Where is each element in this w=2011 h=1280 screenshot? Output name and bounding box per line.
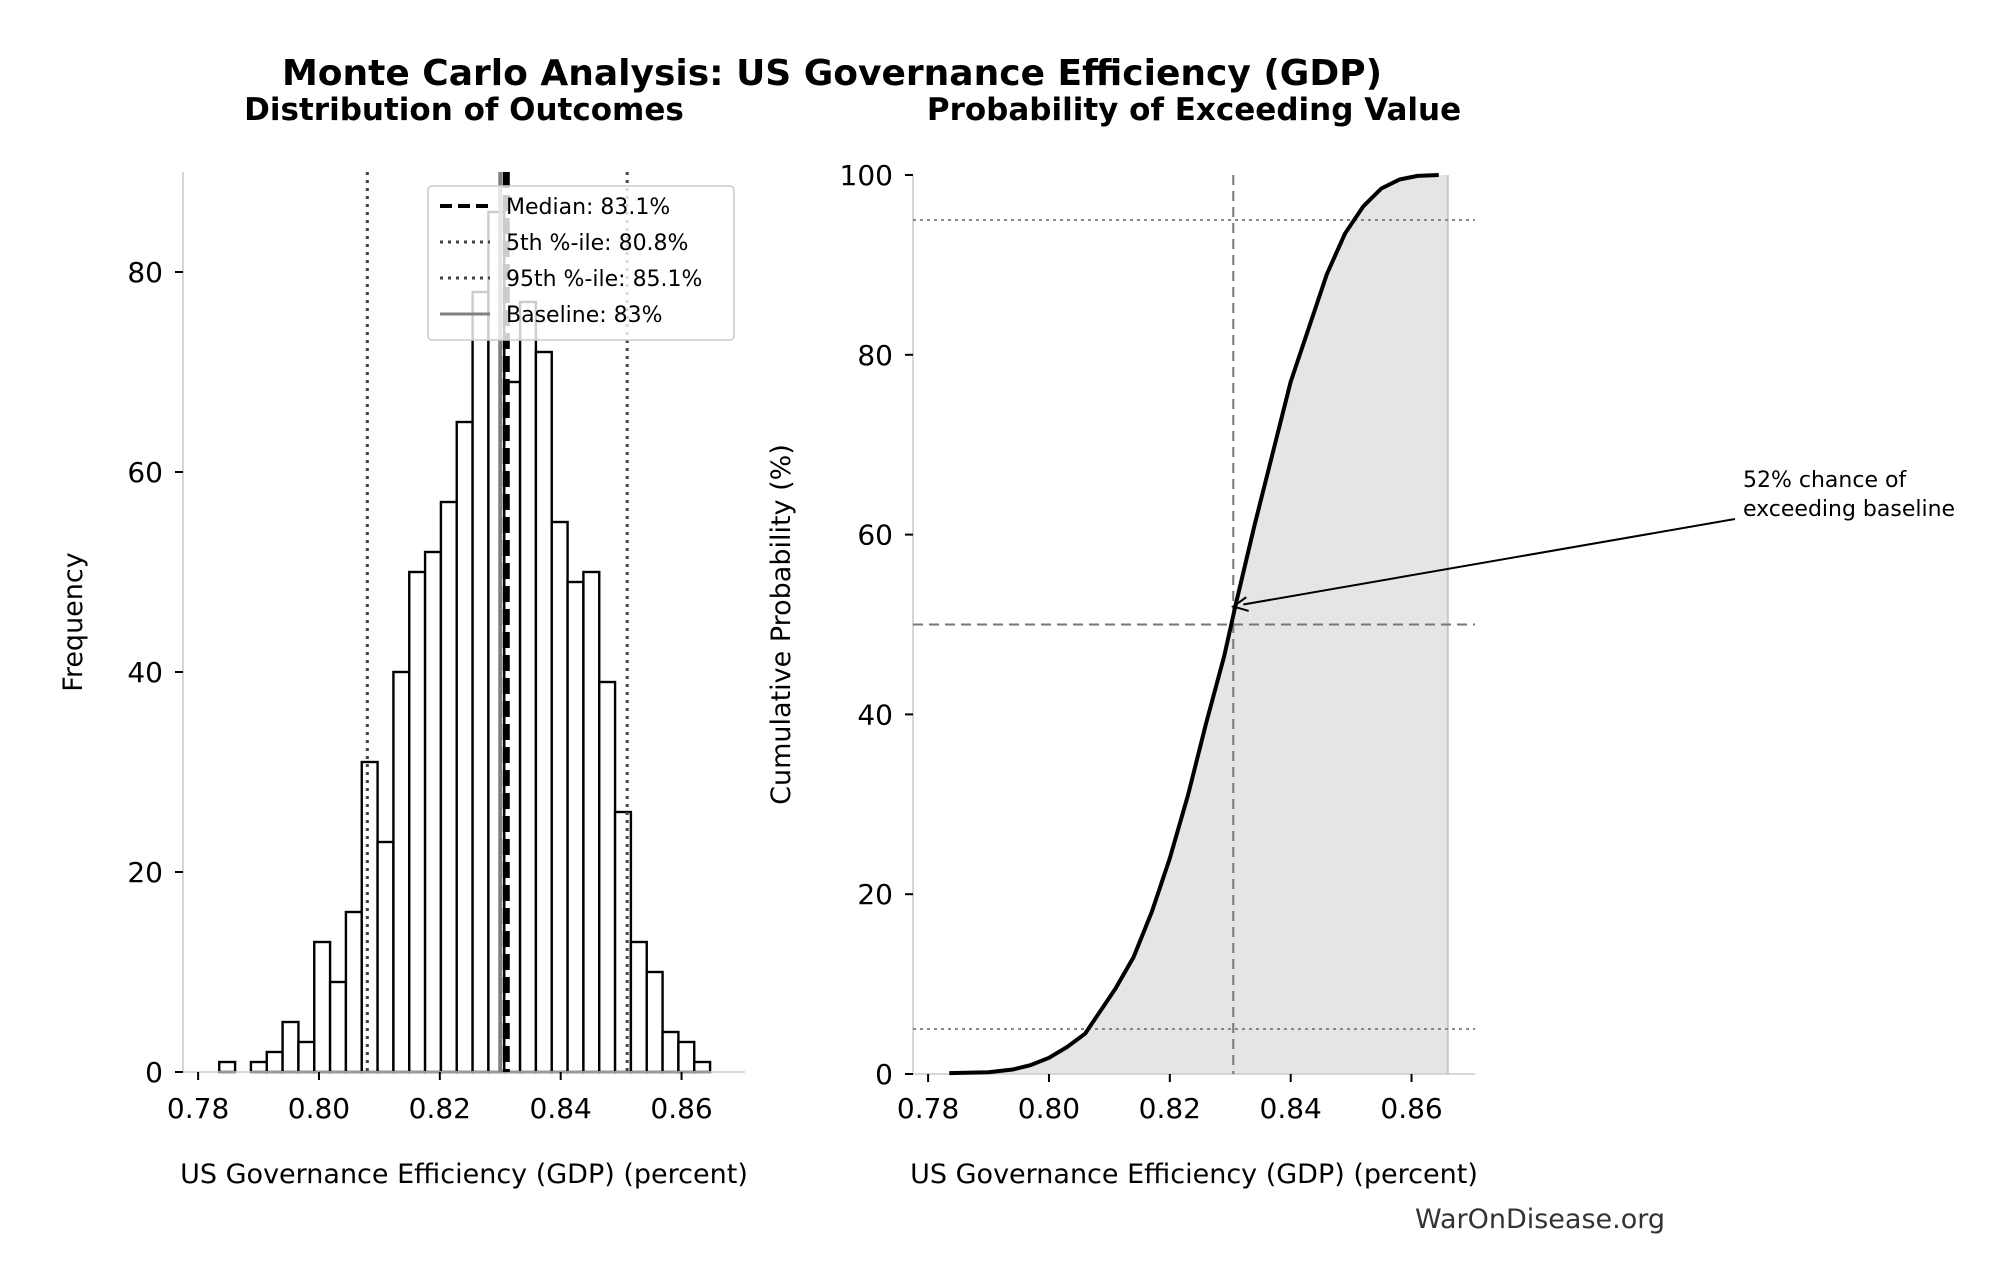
annotation-arrow-line bbox=[1243, 518, 1736, 606]
cdf-fill-area bbox=[949, 175, 1448, 1074]
histogram-x-tick-label: 0.78 bbox=[167, 1092, 229, 1125]
cdf-x-axis-label: US Governance Efficiency (GDP) (percent) bbox=[910, 1159, 1478, 1190]
cdf-x-tick-label: 0.84 bbox=[1260, 1092, 1322, 1125]
histogram-legend: Median: 83.1% 5th %-ile: 80.8% 95th %-ile:… bbox=[427, 185, 735, 341]
histogram-x-tick-label: 0.80 bbox=[288, 1092, 350, 1125]
cdf-y-axis-label: Cumulative Probability (%) bbox=[766, 444, 797, 805]
legend-frame bbox=[427, 185, 735, 341]
histogram-bar bbox=[218, 1060, 237, 1074]
histogram-bar bbox=[598, 680, 617, 1074]
histogram-bar bbox=[677, 1040, 696, 1074]
histogram-bar bbox=[249, 1060, 268, 1074]
histogram-bar bbox=[455, 420, 474, 1074]
cdf-y-tick-label: 100 bbox=[840, 159, 893, 192]
legend-entry-label: 5th %-ile: 80.8% bbox=[506, 231, 688, 256]
histogram-bar bbox=[661, 1030, 680, 1074]
histogram-x-tick-label: 0.82 bbox=[409, 1092, 471, 1125]
histogram-bar bbox=[423, 550, 443, 1074]
histogram-bar bbox=[471, 290, 490, 1074]
annotation-text: 52% chance of bbox=[1743, 468, 1907, 493]
histogram-bar bbox=[344, 910, 363, 1074]
histogram-bar bbox=[392, 670, 411, 1074]
legend-entry-label: 95th %-ile: 85.1% bbox=[506, 267, 702, 292]
histogram-bar bbox=[297, 1040, 316, 1074]
cdf-x-tick-label: 0.82 bbox=[1139, 1092, 1201, 1125]
figure-suptitle: Monte Carlo Analysis: US Governance Effi… bbox=[282, 53, 1382, 94]
histogram-bar bbox=[566, 580, 585, 1074]
histogram-bar bbox=[439, 500, 458, 1074]
histogram-bar bbox=[313, 940, 332, 1074]
histogram-bar bbox=[360, 760, 379, 1074]
cdf-title: Probability of Exceeding Value bbox=[927, 92, 1461, 128]
histogram-y-tick-label: 40 bbox=[127, 656, 163, 689]
cdf-x-tick-label: 0.80 bbox=[1018, 1092, 1080, 1125]
cdf-y-tick-label: 40 bbox=[857, 698, 893, 731]
histogram-title: Distribution of Outcomes bbox=[244, 92, 684, 128]
histogram-y-axis-label: Frequency bbox=[58, 552, 89, 692]
histogram-bar bbox=[534, 350, 553, 1074]
legend-entry-label: Baseline: 83% bbox=[506, 303, 663, 328]
histogram-y-tick-label: 60 bbox=[127, 456, 163, 489]
histogram-bar bbox=[408, 570, 427, 1074]
histogram-bar bbox=[518, 300, 538, 1074]
cdf-curve bbox=[949, 173, 1439, 1076]
watermark: WarOnDisease.org bbox=[1415, 1204, 1665, 1235]
cdf-y-tick-label: 80 bbox=[857, 339, 893, 372]
cdf-y-tick-label: 0 bbox=[875, 1058, 893, 1091]
cdf-y-tick-label: 20 bbox=[857, 878, 893, 911]
annotation-text: exceeding baseline bbox=[1743, 497, 1955, 522]
histogram-x-axis-label: US Governance Efficiency (GDP) (percent) bbox=[180, 1159, 748, 1190]
histogram-bar bbox=[629, 940, 648, 1074]
histogram-bar bbox=[328, 980, 348, 1074]
cdf-x-tick-label: 0.86 bbox=[1380, 1092, 1442, 1125]
annotation-arrow-head bbox=[1231, 596, 1249, 612]
histogram-bar bbox=[281, 1020, 300, 1074]
histogram-y-tick-label: 0 bbox=[145, 1056, 163, 1089]
histogram-bar bbox=[265, 1050, 284, 1074]
cdf-chart: Probability of Exceeding Value 0.78 0.80 0.… bbox=[766, 92, 1955, 1190]
histogram-x-tick-label: 0.86 bbox=[650, 1092, 712, 1125]
cdf-x-tick-label: 0.78 bbox=[897, 1092, 959, 1125]
histogram-bar bbox=[645, 970, 664, 1074]
legend-entry-label: Median: 83.1% bbox=[506, 195, 670, 220]
histogram-y-tick-label: 80 bbox=[127, 256, 163, 289]
histogram-y-tick-label: 20 bbox=[127, 856, 163, 889]
cdf-y-tick-label: 60 bbox=[857, 519, 893, 552]
histogram-bar bbox=[582, 570, 601, 1074]
histogram-bar bbox=[550, 520, 569, 1074]
histogram-bar bbox=[376, 840, 395, 1074]
histogram-bar bbox=[693, 1060, 712, 1074]
histogram-x-tick-label: 0.84 bbox=[530, 1092, 592, 1125]
histogram-chart: Distribution of Outcomes 0.78 0.80 0.82 0.84… bbox=[58, 92, 748, 1190]
